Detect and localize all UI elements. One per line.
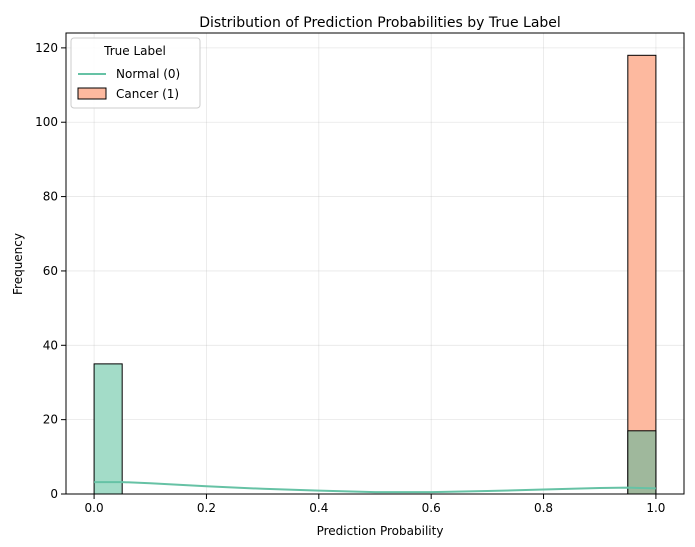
y-tick-label-4: 80 (43, 190, 58, 204)
y-tick-label-5: 100 (35, 115, 58, 129)
x-tick-label-2: 0.4 (309, 501, 328, 515)
x-tick-label-0: 0.0 (85, 501, 104, 515)
legend: True Label Normal (0) Cancer (1) (70, 37, 201, 109)
x-axis-label: Prediction Probability (317, 524, 444, 538)
bar-normal-0 (93, 363, 123, 495)
x-tick-label-5: 1.0 (646, 501, 665, 515)
x-tick-label-4: 0.8 (534, 501, 553, 515)
y-tick-label-1: 20 (43, 413, 58, 427)
legend-title: True Label (103, 44, 166, 58)
bar-cancer-0 (627, 54, 657, 495)
y-axis-ticks: 0 20 40 60 80 100 120 (35, 41, 66, 501)
y-tick-label-3: 60 (43, 264, 58, 278)
x-tick-label-1: 0.2 (197, 501, 216, 515)
bar-normal-1 (627, 430, 657, 495)
bars (93, 54, 657, 495)
x-axis-ticks: 0.0 0.2 0.4 0.6 0.8 1.0 (85, 494, 665, 515)
legend-label-normal: Normal (0) (116, 67, 180, 81)
y-tick-label-6: 120 (35, 41, 58, 55)
kde-line-normal (94, 481, 656, 494)
y-tick-label-0: 0 (50, 487, 58, 501)
legend-patch-cancer (77, 87, 107, 100)
y-axis-label: Frequency (11, 233, 25, 295)
x-tick-label-3: 0.6 (422, 501, 441, 515)
y-tick-label-2: 40 (43, 338, 58, 352)
plot-frame (65, 32, 685, 495)
chart-title: Distribution of Prediction Probabilities… (199, 15, 561, 31)
legend-label-cancer: Cancer (1) (116, 87, 179, 101)
